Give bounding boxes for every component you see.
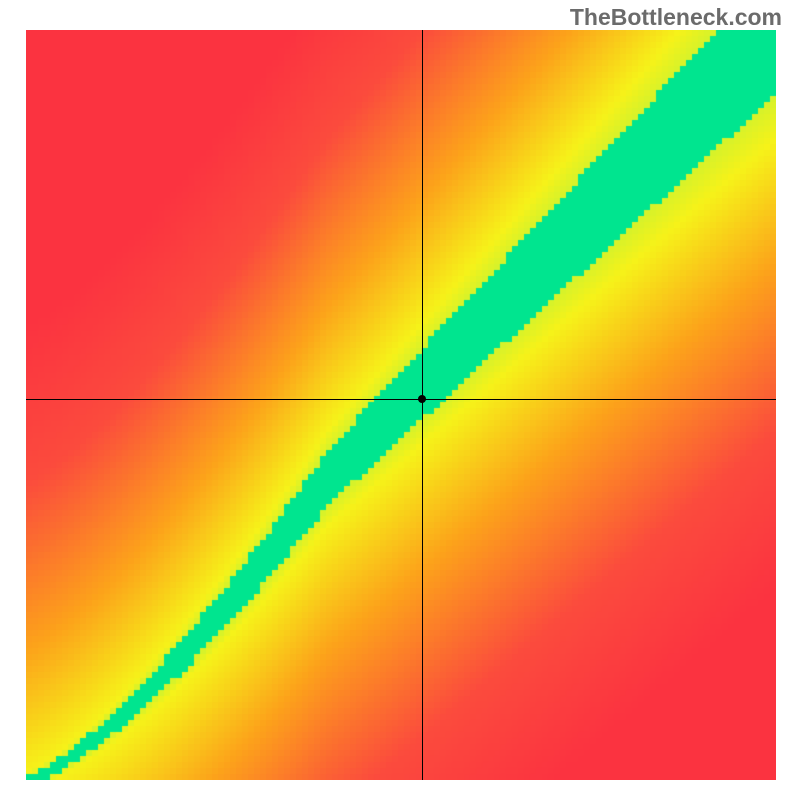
watermark-text: TheBottleneck.com xyxy=(570,4,782,31)
chart-container: TheBottleneck.com xyxy=(0,0,800,800)
crosshair-horizontal xyxy=(26,399,776,400)
heatmap-plot xyxy=(26,30,776,780)
crosshair-vertical xyxy=(422,30,423,780)
heatmap-canvas xyxy=(26,30,776,780)
crosshair-marker xyxy=(418,395,426,403)
